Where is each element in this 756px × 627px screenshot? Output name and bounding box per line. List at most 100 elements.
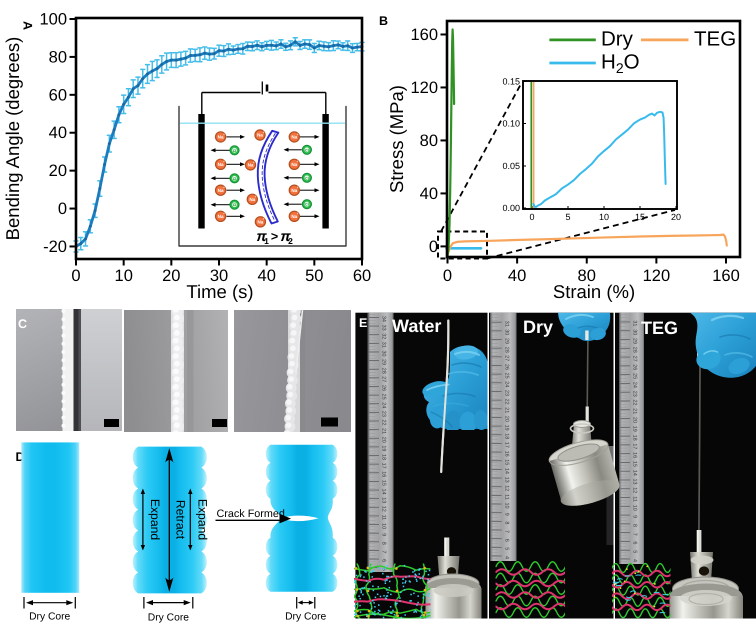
svg-text:D: D [15,450,24,464]
svg-text:Expand: Expand [148,499,162,540]
svg-text:25: 25 [503,373,509,379]
svg-text:24: 24 [503,381,509,387]
svg-text:7: 7 [381,550,387,553]
svg-text:60: 60 [49,86,67,104]
svg-text:Cl: Cl [305,203,309,207]
svg-text:π: π [280,229,291,245]
svg-text:12: 12 [381,506,387,512]
svg-text:34: 34 [381,316,387,322]
svg-text:40: 40 [420,185,438,203]
svg-text:50: 50 [305,267,323,285]
svg-text:31: 31 [503,321,509,327]
svg-text:28: 28 [381,368,387,374]
svg-text:Na: Na [218,214,224,219]
svg-text:+: + [253,160,255,164]
svg-text:24: 24 [632,382,638,388]
svg-text:40: 40 [258,267,276,285]
svg-text:23: 23 [381,411,387,417]
svg-text:0: 0 [443,267,452,285]
svg-text:17: 17 [381,463,387,469]
svg-text:13: 13 [503,477,509,483]
svg-text:17: 17 [632,443,638,449]
svg-text:6: 6 [503,539,509,542]
svg-text:22: 22 [503,399,509,405]
svg-text:Time (s): Time (s) [186,281,253,302]
svg-text:16: 16 [381,471,387,477]
svg-text:31: 31 [632,320,638,326]
svg-text:+: + [223,186,225,190]
svg-text:4: 4 [503,556,509,559]
svg-text:B: B [379,14,388,28]
svg-text:Expand: Expand [195,499,209,540]
svg-text:27: 27 [503,355,509,361]
svg-text:14: 14 [632,470,638,476]
svg-text:TEG: TEG [694,28,736,51]
svg-text:Dry: Dry [601,28,634,51]
svg-text:10: 10 [381,523,387,529]
svg-text:40: 40 [49,124,67,142]
svg-text:21: 21 [503,407,509,413]
svg-text:Na: Na [291,162,297,167]
svg-text:100: 100 [39,11,67,29]
svg-text:80: 80 [420,132,438,150]
svg-text:30: 30 [210,267,228,285]
svg-text:0.10: 0.10 [502,119,520,129]
svg-text:19: 19 [381,445,387,451]
svg-text:30: 30 [632,329,638,335]
svg-text:Strain (%): Strain (%) [553,281,635,302]
svg-text:24: 24 [381,402,387,408]
svg-text:Na: Na [257,220,263,225]
svg-text:14: 14 [503,468,509,474]
svg-text:28: 28 [632,347,638,353]
svg-text:6: 6 [381,559,387,562]
svg-text:4: 4 [632,559,638,562]
svg-text:Cl: Cl [233,177,237,181]
svg-text:16: 16 [632,452,638,458]
svg-text:23: 23 [503,390,509,396]
svg-text:160: 160 [712,267,740,285]
svg-text:13: 13 [381,497,387,503]
svg-text:0.15: 0.15 [502,77,520,87]
svg-text:26: 26 [381,385,387,391]
svg-text:40: 40 [508,267,526,285]
svg-text:TEG: TEG [641,318,678,338]
svg-text:21: 21 [632,408,638,414]
svg-text:30: 30 [503,329,509,335]
svg-text:0: 0 [58,200,67,218]
svg-text:9: 9 [632,515,638,518]
svg-text:>: > [271,230,278,244]
svg-text:160: 160 [410,26,438,44]
svg-text:13: 13 [632,479,638,485]
svg-text:20: 20 [503,416,509,422]
svg-text:+: + [297,132,299,136]
svg-text:19: 19 [503,425,509,431]
svg-text:25: 25 [632,373,638,379]
svg-text:Na: Na [218,188,224,193]
svg-text:0: 0 [529,212,534,222]
svg-text:+: + [297,212,299,216]
svg-text:12: 12 [503,485,509,491]
svg-text:15: 15 [503,459,509,465]
svg-text:80: 80 [49,48,67,66]
svg-text:18: 18 [632,435,638,441]
svg-text:0: 0 [71,267,80,285]
svg-text:2: 2 [288,236,293,246]
svg-text:0: 0 [429,238,438,256]
svg-text:20: 20 [632,417,638,423]
svg-text:5: 5 [565,212,570,222]
svg-text:26: 26 [503,364,509,370]
svg-text:28: 28 [503,347,509,353]
svg-text:Dry Core: Dry Core [285,612,326,623]
svg-text:A: A [21,21,35,30]
svg-text:11: 11 [632,496,638,502]
svg-text:Na: Na [291,135,297,140]
svg-text:10: 10 [632,505,638,511]
svg-text:Retract: Retract [174,500,188,540]
svg-text:+: + [297,160,299,164]
svg-text:1: 1 [264,236,269,246]
svg-text:8: 8 [632,524,638,527]
svg-text:Cl: Cl [305,148,309,152]
svg-text:9: 9 [381,533,387,536]
svg-text:22: 22 [632,400,638,406]
svg-text:Na: Na [218,162,224,167]
